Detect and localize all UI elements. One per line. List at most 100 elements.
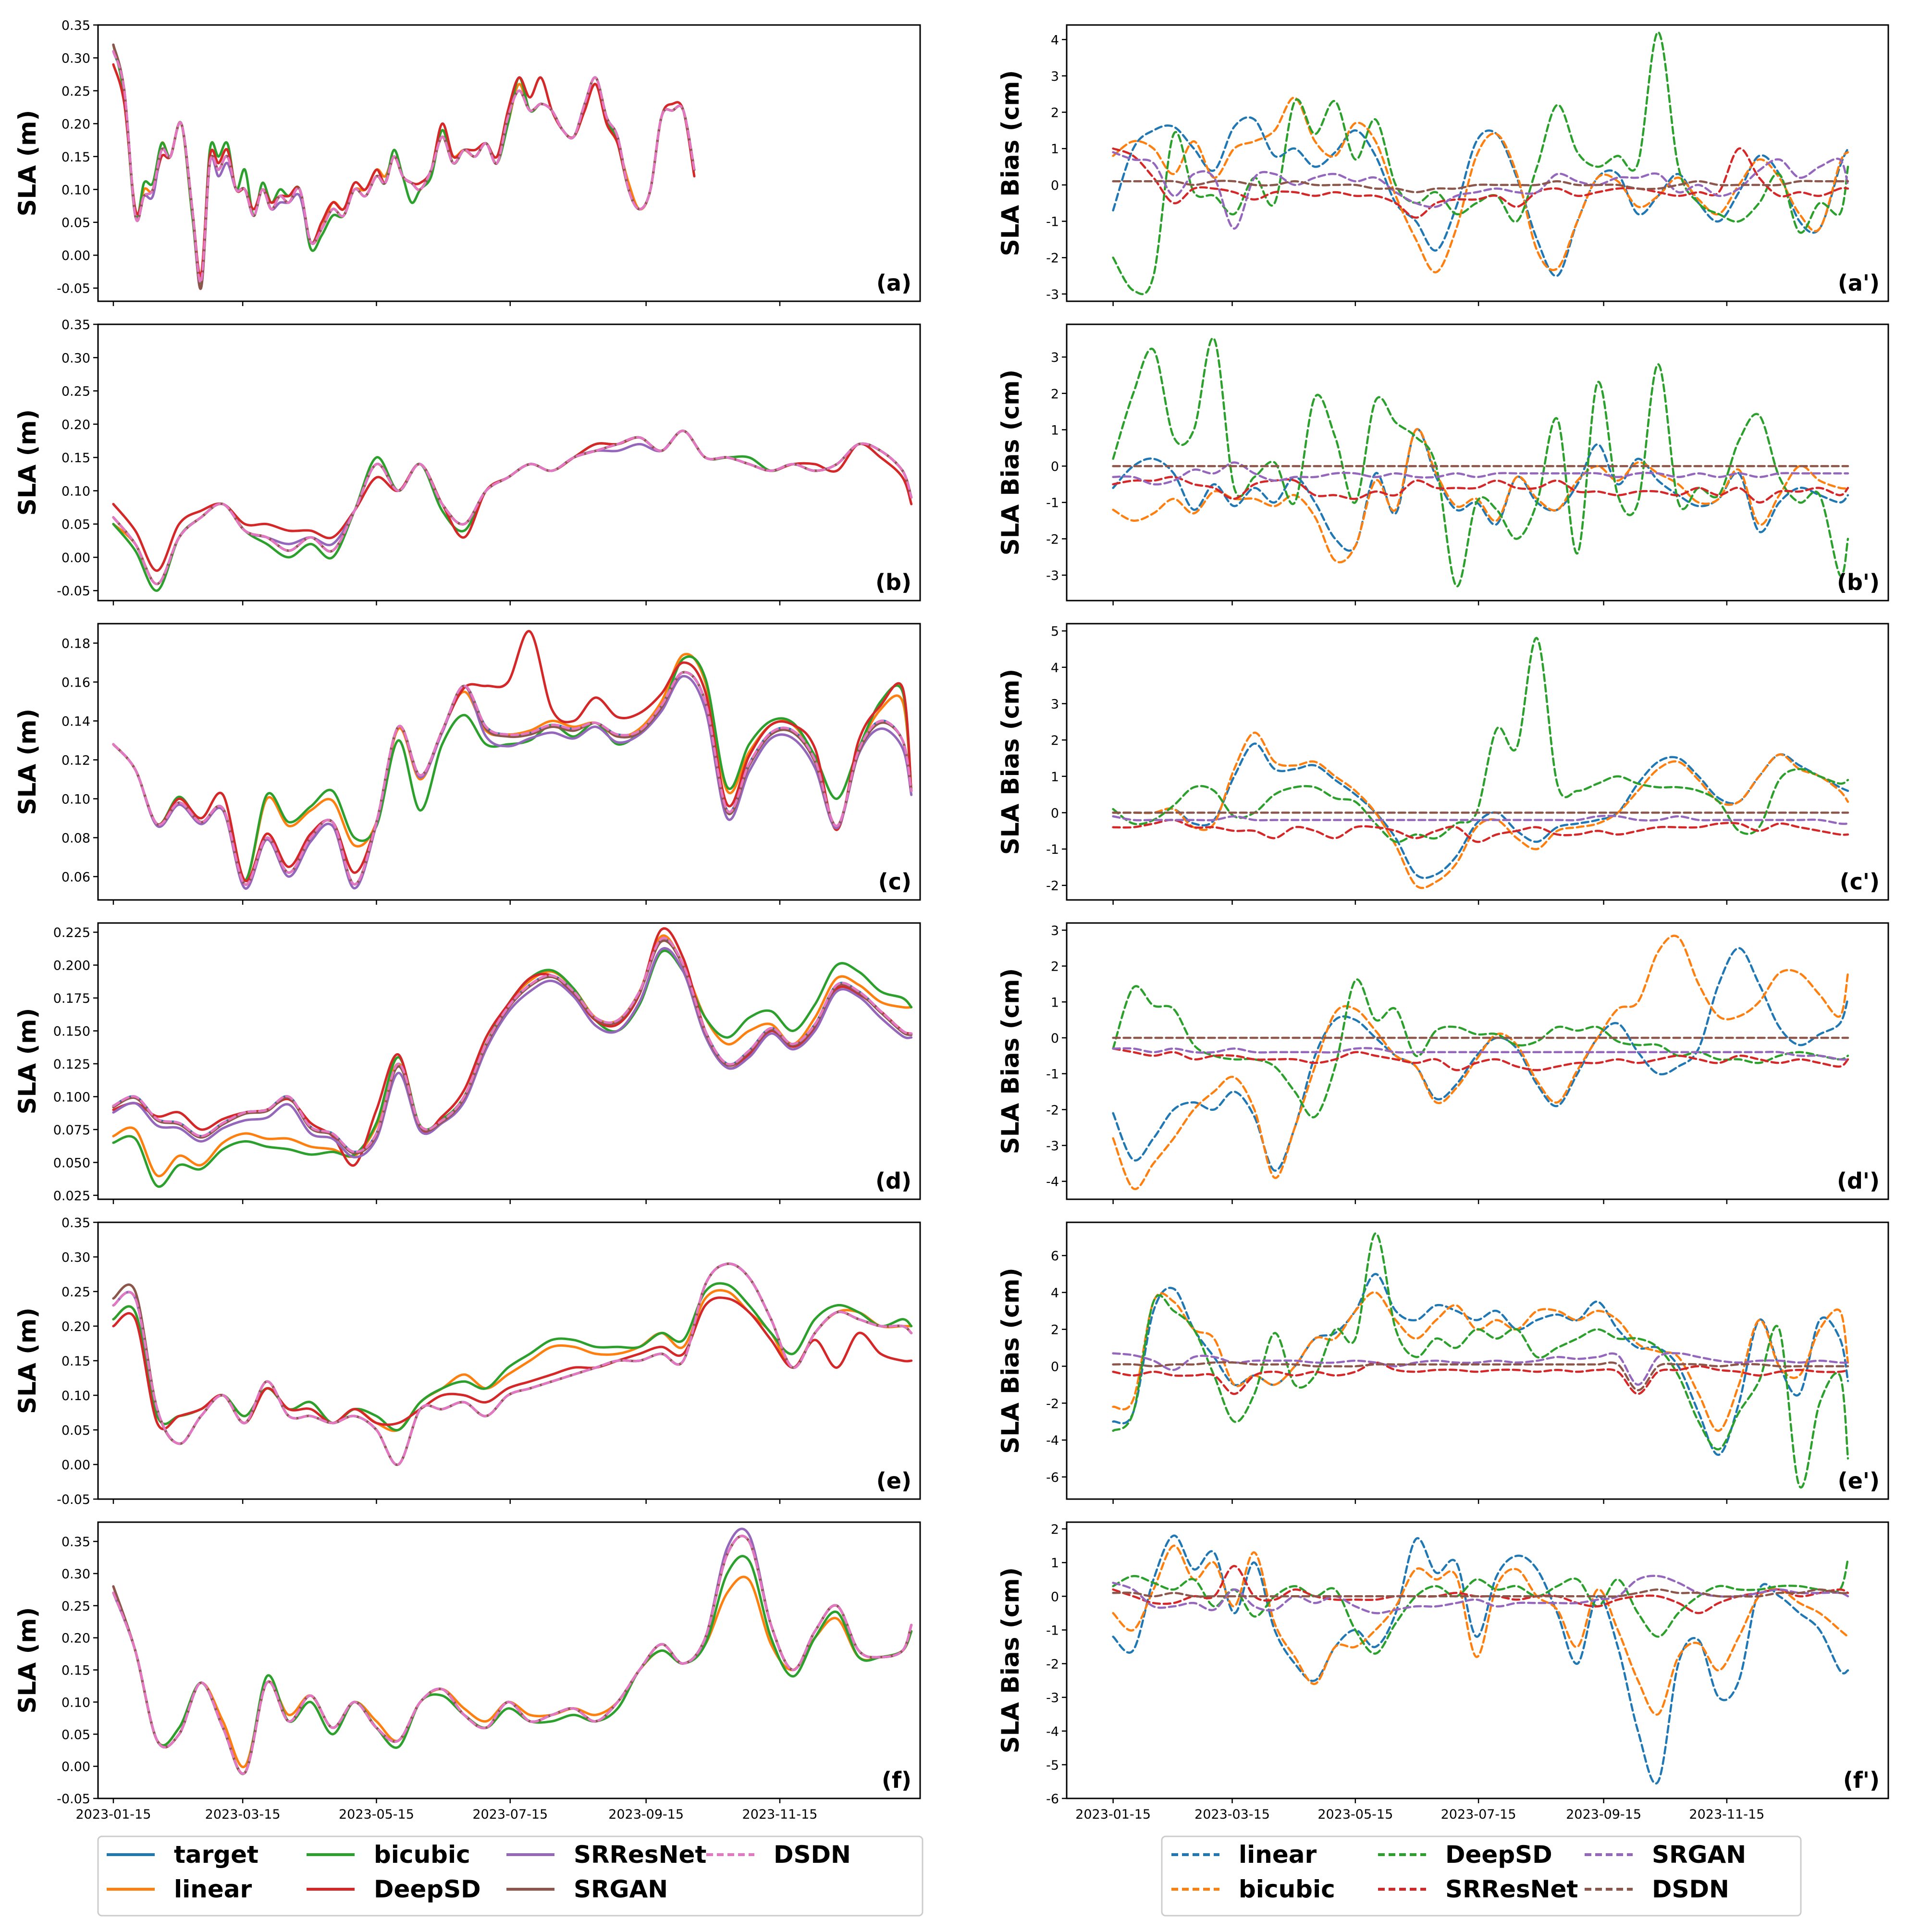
legend-label: target <box>174 1841 259 1869</box>
series-line-srresnet <box>1112 1047 1849 1071</box>
x-tick-label: 2023-03-15 <box>1194 1807 1270 1822</box>
y-tick-label: 0.15 <box>62 1663 90 1678</box>
series-line-deepsd <box>112 630 913 883</box>
y-tick-label: 0.00 <box>62 551 90 566</box>
panel-f2: -6 -5 -4 -3 -2 -1 0 1 2 2023-01-15 2023-03-15 2023-… <box>997 1521 1889 1822</box>
y-axis-label: SLA (m) <box>13 409 41 516</box>
y-tick-label: 0.20 <box>62 1631 90 1646</box>
legend-label: DSDN <box>1652 1875 1729 1903</box>
y-tick-label: 0.35 <box>62 318 90 332</box>
y-tick-label: 0.25 <box>62 84 90 99</box>
axes-frame <box>1066 323 1889 602</box>
axes-frame <box>97 922 921 1200</box>
y-tick-label: -2 <box>1046 1103 1059 1118</box>
y-tick-label: 2 <box>1051 960 1059 974</box>
y-tick-label: 0.05 <box>62 517 90 532</box>
panel-d: 0.025 0.050 0.075 0.100 0.125 0.150 0.175 0.200… <box>13 922 921 1204</box>
series-line-dsdn <box>112 671 913 886</box>
panel-label: (e') <box>1838 1468 1880 1494</box>
y-tick-label: -0.05 <box>57 282 90 296</box>
legend-label: linear <box>1239 1841 1317 1869</box>
y-tick-label: 1 <box>1051 1556 1059 1571</box>
y-axis-label: SLA Bias (cm) <box>997 1267 1024 1454</box>
legend-left: target linear bicubic DeepSD SRResNet SRGAN DS… <box>97 1835 923 1917</box>
series-line-deepsd <box>1112 978 1849 1119</box>
y-tick-label: 0.00 <box>62 248 90 263</box>
series-line-deepsd <box>1112 1232 1849 1489</box>
series-line-bicubic <box>1112 731 1849 889</box>
x-tick-label: 2023-03-15 <box>205 1807 281 1822</box>
axes-frame <box>97 1521 921 1799</box>
y-tick-label: 0.35 <box>62 1216 90 1231</box>
x-tick-label: 2023-07-15 <box>1441 1807 1516 1822</box>
series-line-srresnet <box>112 947 913 1158</box>
y-tick-label: 0.25 <box>62 1599 90 1614</box>
series-line-srresnet <box>1112 476 1849 504</box>
y-tick-label: -0.05 <box>57 1792 90 1807</box>
y-tick-label: 0.05 <box>62 216 90 231</box>
panel-e2: -6 -4 -2 0 2 4 6 SLA Bias (cm) (e') <box>997 1221 1889 1504</box>
y-tick-label: -1 <box>1046 215 1059 230</box>
panel-b2: -3 -2 -1 0 1 2 3 SLA Bias (cm) (b') <box>997 323 1889 605</box>
y-tick-label: 0.35 <box>62 18 90 33</box>
y-tick-label: -4 <box>1046 1175 1059 1190</box>
x-tick-label: 2023-01-15 <box>75 1807 151 1822</box>
y-tick-label: 0.16 <box>62 675 90 690</box>
y-axis-label: SLA Bias (cm) <box>997 369 1024 556</box>
y-tick-label: 0.05 <box>62 1727 90 1742</box>
series-line-dsdn <box>112 430 913 585</box>
series-line-srgan <box>1112 461 1849 486</box>
legend-label: DeepSD <box>374 1875 481 1903</box>
panel-f: -0.05 0.00 0.05 0.10 0.15 0.20 0.25 0.30 0.35 202… <box>13 1521 921 1822</box>
y-tick-label: 0.30 <box>62 1567 90 1582</box>
y-tick-label: -3 <box>1046 1139 1059 1154</box>
y-tick-label: 0.10 <box>62 1389 90 1403</box>
legend-label: SRGAN <box>1652 1841 1746 1869</box>
panel-label: (b) <box>875 569 911 595</box>
y-tick-label: 4 <box>1051 1286 1059 1301</box>
axes-frame <box>97 623 921 901</box>
y-tick-label: -2 <box>1046 251 1059 266</box>
y-tick-label: 2 <box>1051 1323 1059 1338</box>
x-tick-label: 2023-01-15 <box>1075 1807 1151 1822</box>
y-tick-label: 3 <box>1051 350 1059 365</box>
y-tick-label: 0.30 <box>62 51 90 66</box>
y-tick-label: 2 <box>1051 733 1059 748</box>
panel-d2: -4 -3 -2 -1 0 1 2 3 SLA Bias (cm) (d') <box>997 922 1889 1204</box>
series-line-srresnet <box>112 675 913 890</box>
y-tick-label: 0.30 <box>62 351 90 366</box>
series-line-bicubic <box>1112 1291 1849 1432</box>
axes-frame <box>1066 922 1889 1200</box>
panel-b: -0.05 0.00 0.05 0.10 0.15 0.20 0.25 0.30 0.35 SLA… <box>13 318 921 605</box>
y-tick-label: -4 <box>1046 1724 1059 1739</box>
y-tick-label: 2 <box>1051 387 1059 402</box>
series-group <box>112 1262 913 1466</box>
panel-label: (d') <box>1837 1168 1880 1194</box>
legend-label: linear <box>174 1875 252 1903</box>
legend-label: bicubic <box>1239 1875 1335 1903</box>
legend-label: bicubic <box>374 1841 470 1869</box>
series-line-dsdn <box>112 936 913 1153</box>
y-tick-label: -2 <box>1046 1396 1059 1411</box>
series-line-dsdn <box>112 50 696 283</box>
series-line-dsdn <box>1112 1588 1849 1598</box>
panel-label: (c') <box>1840 869 1880 895</box>
legend-label: SRResNet <box>1445 1875 1578 1903</box>
axes-frame <box>1066 623 1889 901</box>
panel-a2: -3 -2 -1 0 1 2 3 4 SLA Bias (cm) (a') <box>997 24 1889 306</box>
series-line-linear <box>1112 1534 1849 1784</box>
legend-label: SRGAN <box>574 1875 668 1903</box>
x-tick-label: 2023-09-15 <box>1566 1807 1641 1822</box>
series-line-dsdn <box>1112 180 1849 194</box>
y-tick-label: -1 <box>1046 1067 1059 1082</box>
y-tick-label: -1 <box>1046 496 1059 511</box>
y-tick-label: 0.20 <box>62 1319 90 1334</box>
panel-a: -0.05 0.00 0.05 0.10 0.15 0.20 0.25 0.30 0.35 SLA… <box>13 18 921 306</box>
series-line-bicubic <box>1112 935 1849 1190</box>
y-tick-label: 0 <box>1051 806 1059 821</box>
legend-label: DeepSD <box>1445 1841 1552 1869</box>
legend-right: linear bicubic DeepSD SRResNet SRGAN DSDN <box>1161 1835 1802 1917</box>
series-line-srgan <box>1112 1575 1849 1614</box>
axes-frame <box>1066 1221 1889 1500</box>
y-axis-label: SLA (m) <box>13 709 41 815</box>
